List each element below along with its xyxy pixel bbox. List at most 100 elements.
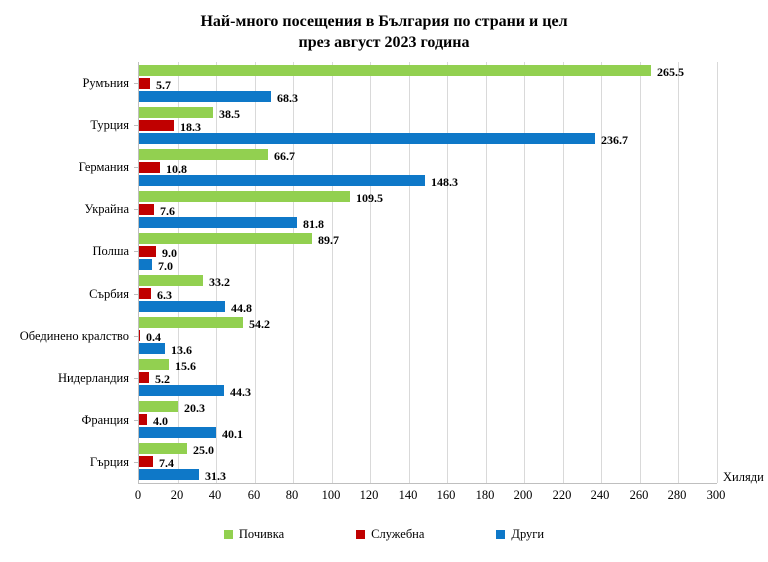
category-label: Германия	[78, 160, 129, 174]
axis-unit-label: Хиляди	[723, 470, 764, 484]
value-label: 6.3	[157, 288, 172, 302]
x-tick-label: 160	[436, 488, 456, 502]
legend-label: Други	[511, 527, 545, 541]
gridline	[255, 62, 256, 483]
gridline	[524, 62, 525, 483]
x-tick-label: 60	[247, 488, 261, 502]
legend-marker-icon	[356, 529, 366, 539]
value-label: 4.0	[153, 414, 168, 428]
y-axis-tick	[134, 125, 138, 126]
value-label: 44.8	[231, 301, 252, 315]
category-label: Румъния	[82, 76, 129, 90]
bar-series-0	[139, 401, 178, 412]
x-tick-label: 40	[208, 488, 222, 502]
bar-series-0	[139, 65, 651, 76]
legend-item-0: Почивка	[223, 527, 285, 541]
y-axis-tick	[134, 251, 138, 252]
value-label: 18.3	[180, 120, 201, 134]
category-label: Франция	[81, 413, 130, 427]
bar-series-2	[139, 175, 425, 186]
legend-label: Служебна	[371, 527, 425, 541]
value-label: 33.2	[209, 275, 230, 289]
bar-series-0	[139, 443, 187, 454]
gridline	[409, 62, 410, 483]
y-axis-tick	[134, 336, 138, 337]
bar-series-1	[139, 330, 140, 341]
bar-series-0	[139, 149, 268, 160]
gridline	[447, 62, 448, 483]
bar-series-1	[139, 120, 174, 131]
bar-series-2	[139, 217, 297, 228]
value-label: 0.4	[146, 330, 161, 344]
legend-label: Почивка	[238, 527, 285, 541]
y-axis-tick	[134, 420, 138, 421]
bar-series-0	[139, 359, 169, 370]
value-label: 109.5	[356, 191, 383, 205]
y-axis-tick	[134, 83, 138, 84]
bar-series-0	[139, 107, 213, 118]
bar-series-2	[139, 385, 224, 396]
value-label: 25.0	[193, 443, 214, 457]
bar-series-2	[139, 343, 165, 354]
bar-series-2	[139, 427, 216, 438]
bar-series-1	[139, 414, 147, 425]
y-axis-tick	[134, 462, 138, 463]
bar-series-1	[139, 372, 149, 383]
legend-marker-icon	[223, 529, 233, 539]
gridline	[216, 62, 217, 483]
x-tick-label: 220	[552, 488, 572, 502]
y-axis-tick	[134, 209, 138, 210]
bar-series-1	[139, 162, 160, 173]
value-label: 54.2	[249, 317, 270, 331]
value-label: 7.6	[160, 204, 175, 218]
gridline	[717, 62, 718, 483]
x-tick-label: 140	[398, 488, 418, 502]
value-label: 10.8	[166, 162, 187, 176]
bar-series-0	[139, 233, 312, 244]
gridline	[293, 62, 294, 483]
y-axis-tick	[134, 294, 138, 295]
bar-series-2	[139, 91, 271, 102]
value-label: 5.2	[155, 372, 170, 386]
gridline	[486, 62, 487, 483]
legend: Почивка Служебна Други	[0, 527, 768, 541]
value-label: 38.5	[219, 107, 240, 121]
legend-marker-icon	[496, 529, 506, 539]
bar-series-2	[139, 259, 152, 270]
category-label: Сърбия	[89, 287, 129, 301]
value-label: 40.1	[222, 427, 243, 441]
gridline	[601, 62, 602, 483]
x-tick-label: 280	[667, 488, 687, 502]
x-tick-label: 260	[629, 488, 649, 502]
legend-item-1: Служебна	[356, 527, 424, 541]
value-label: 20.3	[184, 401, 205, 415]
chart-title: Най-много посещения в България по страни…	[200, 13, 568, 30]
bar-series-0	[139, 275, 203, 286]
category-label: Полша	[92, 244, 129, 258]
y-axis-tick	[134, 167, 138, 168]
value-label: 31.3	[205, 469, 226, 483]
gridline	[332, 62, 333, 483]
x-tick-label: 120	[359, 488, 379, 502]
value-label: 236.7	[601, 133, 628, 147]
value-label: 68.3	[277, 91, 298, 105]
value-label: 44.3	[230, 385, 251, 399]
bar-series-1	[139, 78, 150, 89]
value-label: 13.6	[171, 343, 192, 357]
bar-series-0	[139, 191, 350, 202]
value-label: 89.7	[318, 233, 339, 247]
gridline	[178, 62, 179, 483]
value-label: 7.0	[158, 259, 173, 273]
x-tick-label: 20	[170, 488, 184, 502]
x-tick-label: 0	[134, 488, 142, 502]
bar-series-2	[139, 133, 595, 144]
category-label: Нидерландия	[58, 371, 129, 385]
category-label: Обединено кралство	[19, 329, 129, 343]
value-label: 81.8	[303, 217, 324, 231]
category-label: Украйна	[84, 202, 129, 216]
gridline	[640, 62, 641, 483]
gridline	[563, 62, 564, 483]
x-tick-label: 180	[475, 488, 495, 502]
value-label: 148.3	[431, 175, 458, 189]
